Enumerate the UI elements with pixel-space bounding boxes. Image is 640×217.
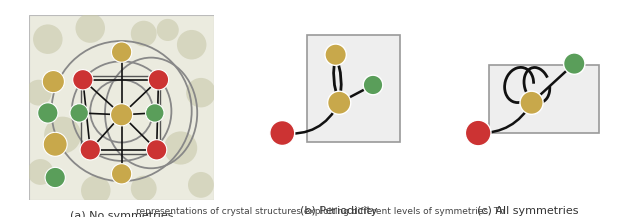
FancyArrowPatch shape — [478, 103, 532, 133]
FancyArrowPatch shape — [335, 55, 341, 103]
Circle shape — [28, 159, 53, 185]
Circle shape — [38, 103, 58, 123]
Circle shape — [73, 70, 93, 90]
Circle shape — [42, 71, 65, 93]
Circle shape — [164, 132, 197, 164]
Circle shape — [111, 42, 132, 62]
FancyBboxPatch shape — [307, 35, 400, 142]
FancyArrowPatch shape — [282, 103, 339, 134]
Circle shape — [157, 19, 179, 41]
Text: (a) No symmetries: (a) No symmetries — [70, 211, 173, 217]
Circle shape — [111, 104, 132, 126]
Circle shape — [44, 132, 67, 156]
Circle shape — [465, 120, 491, 146]
Circle shape — [177, 30, 207, 59]
Text: (c) All symmetries: (c) All symmetries — [477, 206, 579, 216]
Circle shape — [325, 44, 346, 65]
Circle shape — [26, 80, 51, 106]
Circle shape — [81, 176, 111, 205]
Circle shape — [147, 140, 167, 160]
Circle shape — [45, 167, 65, 188]
Circle shape — [188, 172, 214, 198]
FancyArrowPatch shape — [333, 55, 339, 103]
Circle shape — [131, 21, 157, 46]
Circle shape — [44, 117, 81, 154]
Text: (b) Periodicity: (b) Periodicity — [300, 206, 378, 216]
Text: representations of crystal structures exploiting different levels of symmetries.: representations of crystal structures ex… — [136, 207, 504, 216]
Circle shape — [148, 70, 168, 90]
FancyArrowPatch shape — [532, 64, 574, 103]
Circle shape — [328, 91, 351, 114]
Circle shape — [520, 91, 543, 114]
Circle shape — [145, 104, 164, 122]
FancyArrowPatch shape — [339, 85, 373, 103]
Circle shape — [70, 104, 88, 122]
Circle shape — [80, 140, 100, 160]
Circle shape — [564, 53, 585, 74]
Circle shape — [186, 78, 216, 107]
Circle shape — [111, 164, 132, 184]
FancyBboxPatch shape — [489, 65, 599, 133]
Circle shape — [33, 24, 63, 54]
Circle shape — [131, 176, 157, 201]
Circle shape — [76, 13, 105, 43]
Circle shape — [364, 75, 383, 95]
Circle shape — [270, 121, 294, 145]
FancyBboxPatch shape — [29, 15, 214, 200]
